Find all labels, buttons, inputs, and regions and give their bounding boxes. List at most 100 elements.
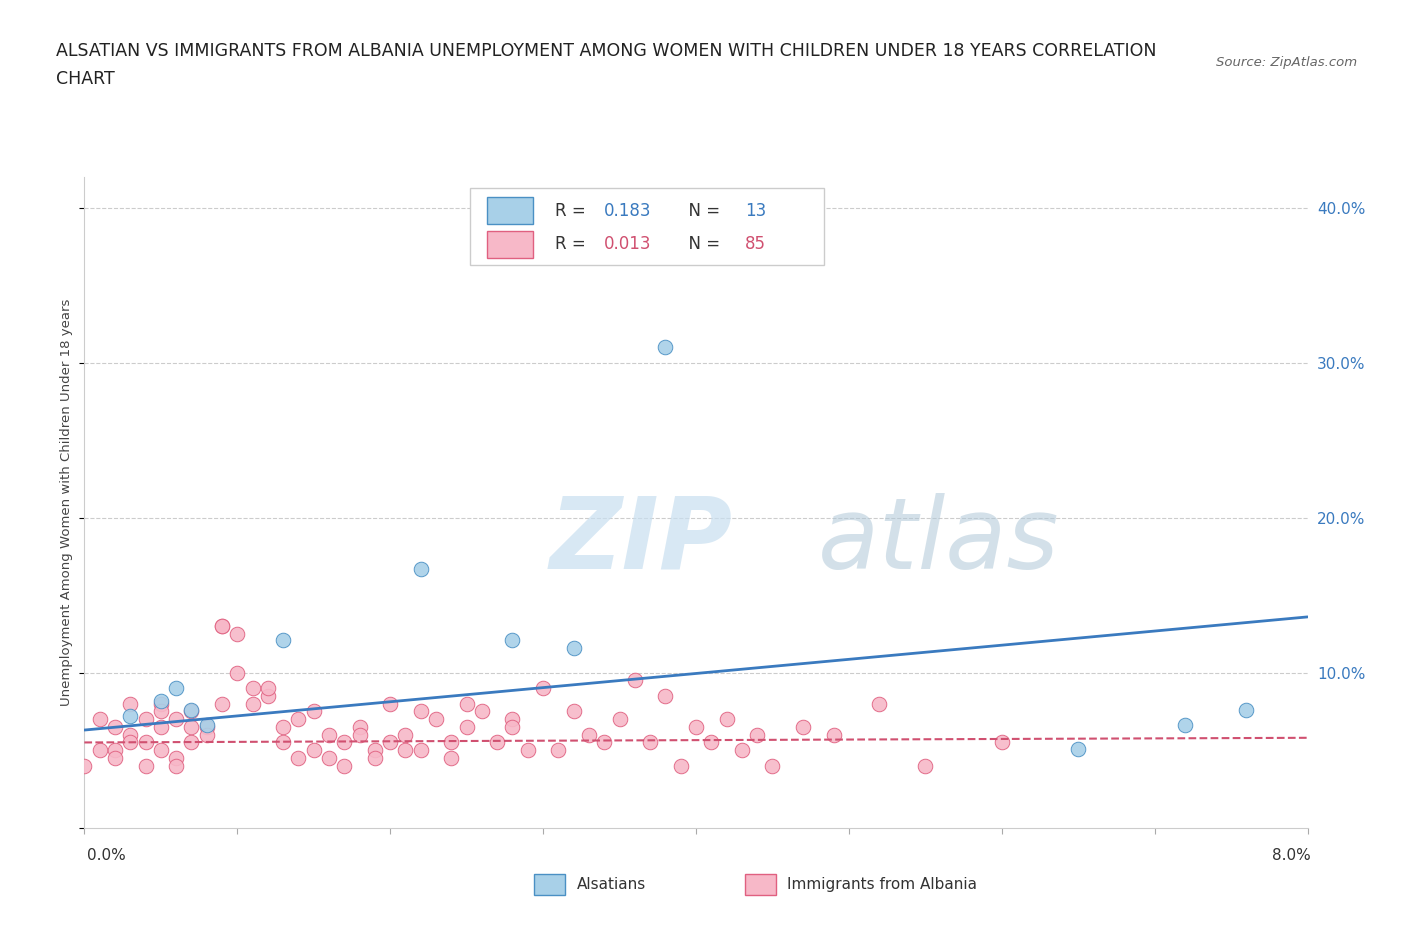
Point: [120, 727, 142, 742]
Text: N =: N =: [678, 235, 725, 253]
Point: [654, 339, 676, 354]
Point: [211, 618, 233, 633]
Point: [104, 751, 127, 765]
Point: [380, 735, 402, 750]
Point: [914, 758, 936, 773]
Bar: [745, 874, 776, 895]
Point: [120, 697, 142, 711]
Point: [318, 751, 340, 765]
Point: [409, 562, 432, 577]
Point: [120, 709, 142, 724]
Text: ALSATIAN VS IMMIGRANTS FROM ALBANIA UNEMPLOYMENT AMONG WOMEN WITH CHILDREN UNDER: ALSATIAN VS IMMIGRANTS FROM ALBANIA UNEM…: [56, 42, 1157, 60]
Point: [149, 720, 172, 735]
Point: [271, 632, 294, 647]
Point: [456, 697, 478, 711]
Point: [271, 735, 294, 750]
Point: [195, 727, 218, 742]
Point: [823, 727, 845, 742]
Text: 0.013: 0.013: [605, 235, 652, 253]
Point: [165, 681, 187, 696]
Text: 0.0%: 0.0%: [87, 848, 127, 863]
FancyBboxPatch shape: [470, 188, 824, 265]
Point: [456, 720, 478, 735]
Point: [211, 697, 233, 711]
Point: [364, 751, 387, 765]
Point: [333, 758, 356, 773]
Point: [638, 735, 661, 750]
Point: [654, 688, 676, 703]
Point: [394, 727, 416, 742]
Point: [226, 665, 249, 680]
Point: [394, 743, 416, 758]
Point: [380, 697, 402, 711]
Point: [226, 627, 249, 642]
Point: [104, 743, 127, 758]
Point: [502, 711, 524, 726]
Point: [135, 758, 157, 773]
Point: [440, 735, 463, 750]
Point: [349, 727, 371, 742]
Point: [318, 727, 340, 742]
Point: [149, 743, 172, 758]
Point: [516, 743, 538, 758]
Point: [242, 681, 264, 696]
Point: [409, 743, 432, 758]
Point: [195, 720, 218, 735]
Point: [302, 743, 325, 758]
Point: [562, 704, 585, 719]
Point: [302, 704, 325, 719]
Text: Immigrants from Albania: Immigrants from Albania: [787, 877, 977, 892]
Point: [578, 727, 600, 742]
Y-axis label: Unemployment Among Women with Children Under 18 years: Unemployment Among Women with Children U…: [60, 299, 73, 706]
Point: [425, 711, 447, 726]
Text: 85: 85: [745, 235, 766, 253]
Point: [287, 711, 309, 726]
Point: [135, 735, 157, 750]
Point: [89, 743, 111, 758]
Text: ZIP: ZIP: [550, 493, 733, 590]
Text: Alsatians: Alsatians: [576, 877, 645, 892]
Point: [700, 735, 723, 750]
Point: [409, 704, 432, 719]
Point: [731, 743, 754, 758]
Point: [271, 720, 294, 735]
Text: N =: N =: [678, 202, 725, 219]
Point: [89, 711, 111, 726]
Point: [180, 735, 202, 750]
Point: [257, 688, 280, 703]
Point: [149, 697, 172, 711]
Point: [669, 758, 692, 773]
Point: [991, 735, 1014, 750]
Text: 8.0%: 8.0%: [1271, 848, 1310, 863]
Text: 13: 13: [745, 202, 766, 219]
Point: [531, 681, 554, 696]
Point: [180, 702, 202, 717]
Point: [685, 720, 707, 735]
Point: [1174, 718, 1197, 733]
Text: R =: R =: [555, 235, 592, 253]
Bar: [534, 874, 565, 895]
Text: R =: R =: [555, 202, 592, 219]
Point: [180, 720, 202, 735]
Text: 0.183: 0.183: [605, 202, 652, 219]
Point: [502, 632, 524, 647]
Point: [869, 697, 891, 711]
Point: [135, 711, 157, 726]
Point: [364, 743, 387, 758]
Point: [120, 735, 142, 750]
Point: [502, 720, 524, 735]
Point: [165, 758, 187, 773]
Point: [73, 758, 96, 773]
Text: Source: ZipAtlas.com: Source: ZipAtlas.com: [1216, 56, 1357, 69]
Point: [333, 735, 356, 750]
Point: [149, 704, 172, 719]
Point: [716, 711, 738, 726]
Point: [761, 758, 783, 773]
Text: CHART: CHART: [56, 70, 115, 87]
Point: [440, 751, 463, 765]
Point: [349, 720, 371, 735]
Point: [165, 711, 187, 726]
Point: [547, 743, 569, 758]
Point: [593, 735, 616, 750]
Point: [257, 681, 280, 696]
